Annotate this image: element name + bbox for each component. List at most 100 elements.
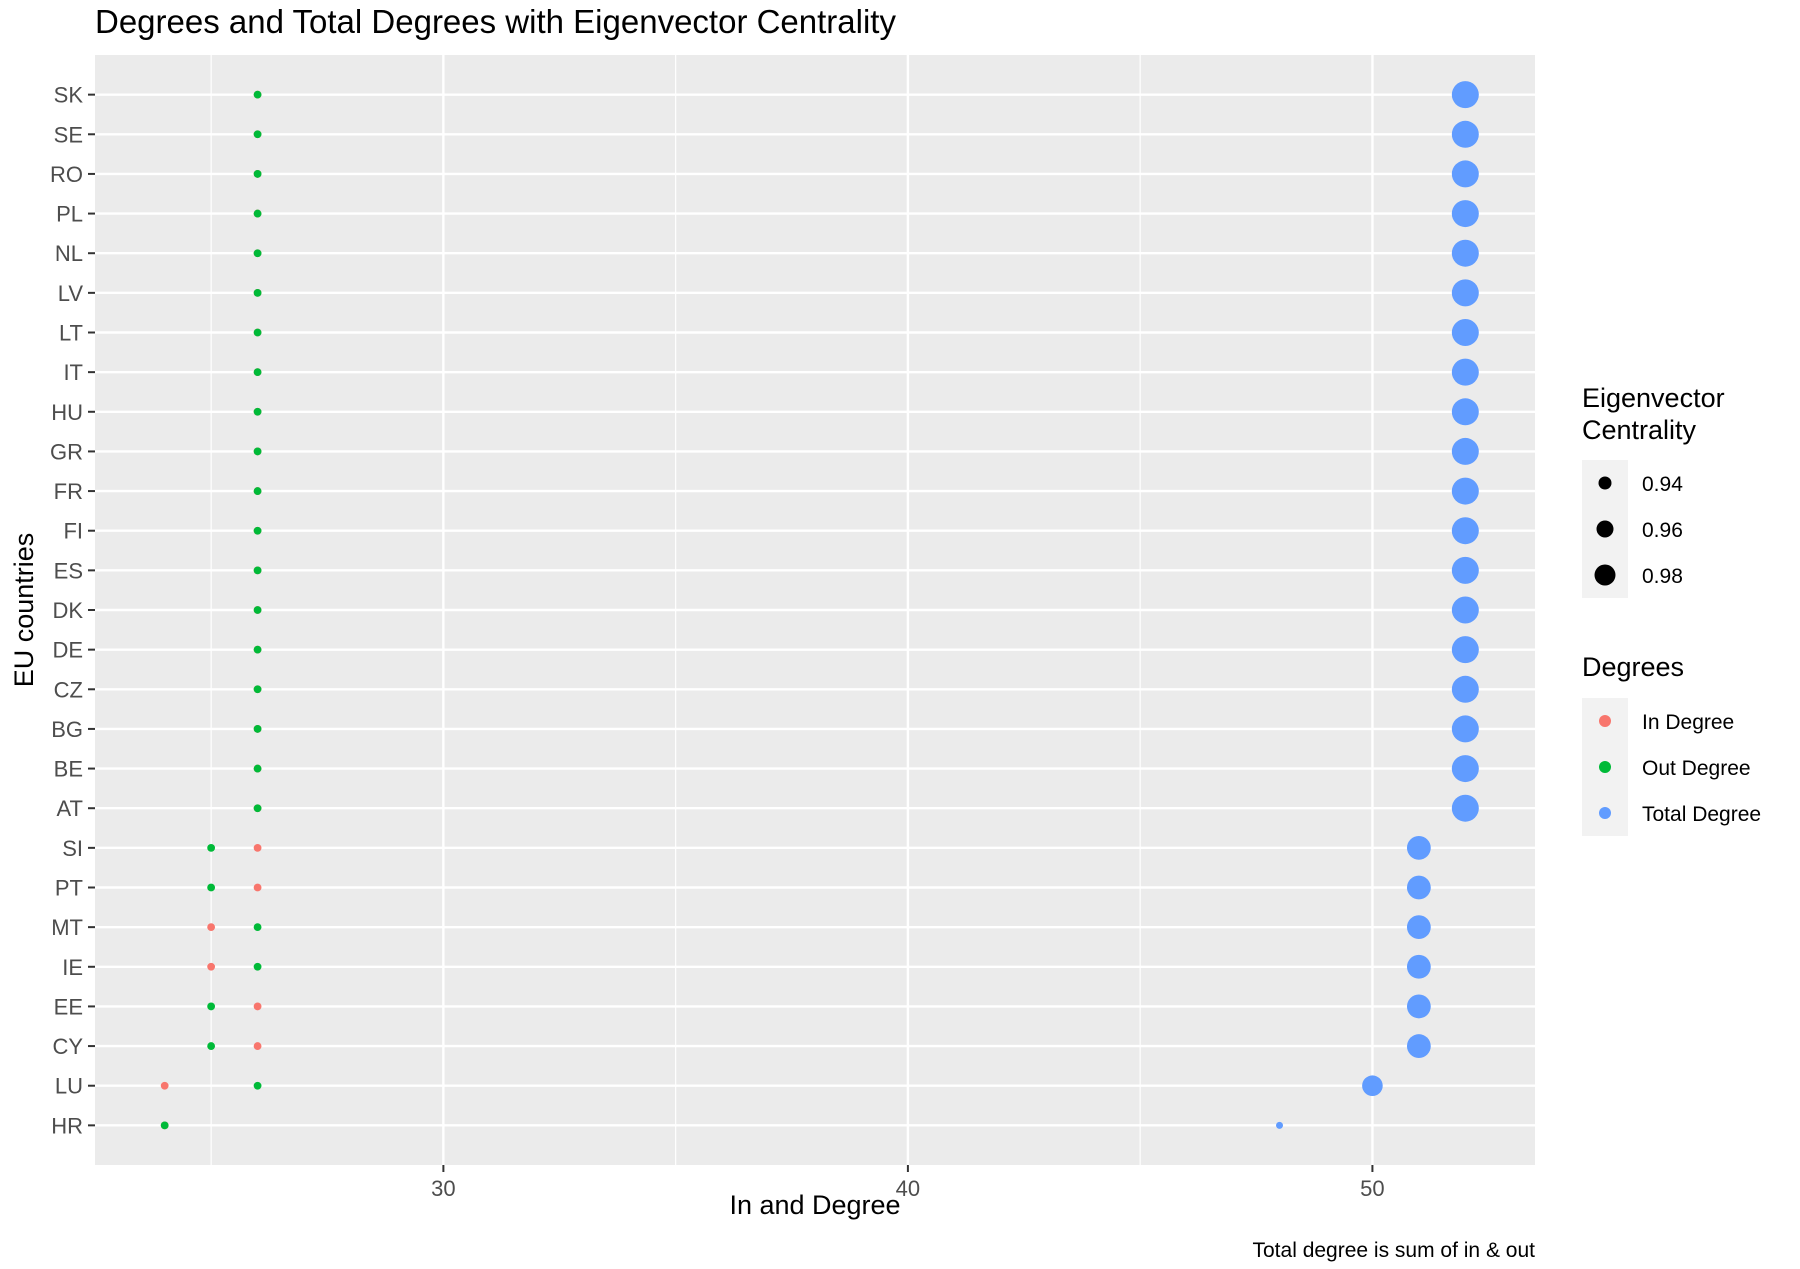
legend-color-key-label: In Degree — [1642, 711, 1734, 734]
point-out-degree — [253, 447, 262, 456]
point-out-degree — [253, 368, 262, 377]
y-tick-label: GR — [50, 439, 83, 464]
point-total-degree — [1451, 517, 1479, 545]
y-tick-label: SI — [62, 836, 83, 861]
point-out-degree — [253, 288, 262, 297]
y-tick-label: PT — [55, 876, 83, 901]
y-tick-label: FR — [54, 479, 83, 504]
point-total-degree — [1451, 715, 1479, 743]
point-out-degree — [253, 764, 262, 773]
x-axis-title: In and Degree — [729, 1190, 900, 1220]
point-total-degree — [1451, 794, 1479, 822]
point-total-degree — [1451, 636, 1479, 664]
point-out-degree — [253, 1081, 262, 1090]
legend-size-title-line-2: Centrality — [1582, 415, 1697, 445]
y-tick-label: DE — [52, 638, 83, 663]
point-out-degree — [160, 1121, 169, 1130]
point-out-degree — [253, 249, 262, 258]
chart-caption: Total degree is sum of in & out — [1253, 1239, 1536, 1262]
data-points — [160, 81, 1479, 1130]
y-tick-label: CY — [52, 1034, 83, 1059]
point-out-degree — [207, 843, 216, 852]
point-total-degree — [1451, 279, 1479, 307]
point-total-degree — [1276, 1121, 1284, 1129]
y-tick-label: BE — [54, 757, 83, 782]
point-out-degree — [253, 487, 262, 495]
point-in-degree — [160, 1081, 169, 1090]
point-total-degree — [1451, 81, 1479, 109]
point-out-degree — [253, 566, 262, 575]
x-tick-label: 30 — [431, 1176, 455, 1201]
legend-degrees: Degrees — [1582, 652, 1684, 682]
point-out-degree — [207, 1042, 216, 1050]
y-tick-label: DK — [52, 598, 83, 623]
y-tick-label: CZ — [54, 677, 83, 702]
point-out-degree — [253, 130, 262, 139]
point-total-degree — [1451, 556, 1479, 584]
point-out-degree — [253, 328, 262, 337]
point-out-degree — [253, 209, 262, 218]
legend-size-keys: 0.94 0.96 0.98 — [1582, 460, 1683, 598]
legend-size-title-line-1: Eigenvector — [1582, 383, 1725, 413]
point-out-degree — [253, 804, 262, 813]
legend-size-key-label: 0.98 — [1642, 565, 1683, 588]
point-total-degree — [1451, 675, 1479, 703]
point-in-degree — [207, 962, 216, 971]
point-total-degree — [1451, 477, 1479, 505]
point-out-degree — [207, 883, 216, 892]
point-total-degree — [1406, 875, 1431, 900]
legend-color-key-label: Total Degree — [1642, 803, 1761, 826]
point-in-degree — [253, 843, 262, 852]
y-tick-label: IT — [63, 360, 83, 385]
y-axis-title: EU countries — [9, 533, 39, 688]
point-total-degree — [1451, 358, 1479, 386]
point-out-degree — [253, 962, 262, 971]
legend-size-key-point — [1598, 476, 1612, 490]
y-tick-label: LV — [58, 281, 84, 306]
point-total-degree — [1406, 835, 1431, 860]
y-tick-label: RO — [50, 162, 83, 187]
y-tick-label: SK — [54, 83, 84, 108]
x-tick-label: 50 — [1360, 1176, 1384, 1201]
point-total-degree — [1451, 596, 1479, 624]
point-out-degree — [253, 645, 262, 654]
y-tick-label: NL — [55, 241, 83, 266]
point-in-degree — [253, 1002, 262, 1011]
point-total-degree — [1406, 954, 1431, 979]
legend-color-keys: In Degree Out Degree Total Degree — [1582, 698, 1761, 836]
legend-size-key-label: 0.94 — [1642, 473, 1683, 496]
y-tick-label: ES — [54, 558, 83, 583]
y-tick-label: LT — [59, 321, 83, 346]
legend-eigenvector-centrality: Eigenvector Centrality — [1582, 383, 1725, 445]
y-tick-label: IE — [62, 955, 83, 980]
point-in-degree — [253, 883, 262, 892]
grid-major — [95, 55, 1535, 1165]
y-tick-label: MT — [51, 915, 83, 940]
y-tick-label: AT — [57, 796, 83, 821]
point-total-degree — [1451, 398, 1479, 426]
legend-color-key-label: Out Degree — [1642, 757, 1751, 780]
point-out-degree — [253, 170, 262, 178]
point-out-degree — [253, 725, 262, 733]
y-tick-label: FI — [63, 519, 83, 544]
y-tick-label: HU — [51, 400, 83, 425]
point-total-degree — [1451, 120, 1479, 148]
legend-size-key-label: 0.96 — [1642, 519, 1683, 542]
x-tick-labels: 30 40 50 — [431, 1176, 1385, 1201]
legend-color-key-point — [1599, 715, 1611, 727]
axis-ticks — [88, 93, 1374, 1172]
point-total-degree — [1362, 1075, 1383, 1097]
point-out-degree — [253, 685, 262, 694]
point-total-degree — [1406, 915, 1431, 940]
chart-title: Degrees and Total Degrees with Eigenvect… — [95, 3, 896, 40]
point-out-degree — [253, 407, 262, 416]
point-total-degree — [1451, 437, 1479, 465]
point-out-degree — [253, 606, 262, 614]
point-total-degree — [1406, 994, 1431, 1019]
point-out-degree — [207, 1002, 216, 1011]
y-tick-label: BG — [51, 717, 83, 742]
x-tick-label: 40 — [896, 1176, 920, 1201]
point-total-degree — [1451, 239, 1479, 267]
